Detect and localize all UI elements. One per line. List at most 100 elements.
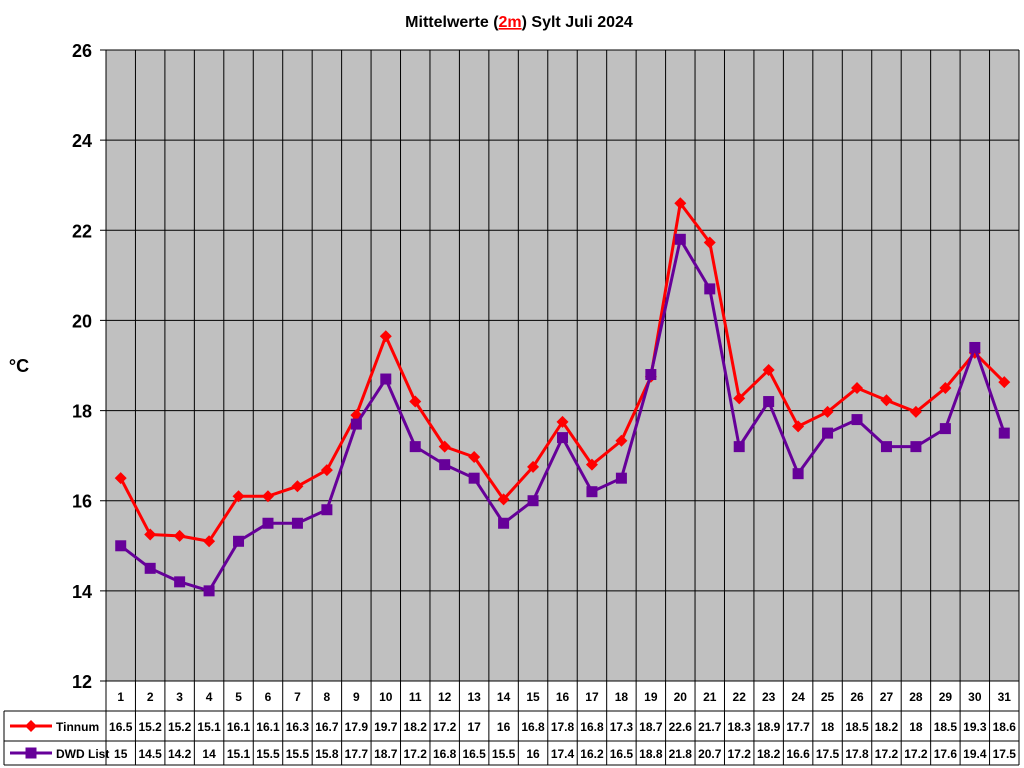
table-value: 16.5 [109,720,133,734]
table-value: 16 [497,720,511,734]
data-point-0 [114,472,127,485]
x-tick-label: 26 [850,690,864,704]
data-point-1 [822,427,834,439]
table-value: 17.9 [345,720,369,734]
x-tick-label: 25 [821,690,835,704]
data-point-1 [144,562,156,574]
data-point-1 [291,517,303,529]
legend-label-0: Tinnum [56,720,99,734]
data-point-1 [233,535,245,547]
table-value: 16.8 [433,747,457,761]
data-point-0 [851,382,864,395]
data-point-0 [615,434,628,447]
x-tick-label: 20 [674,690,688,704]
data-point-1 [615,472,627,484]
table-value: 17.5 [993,747,1017,761]
data-point-1 [468,472,480,484]
data-point-0 [497,493,510,506]
table-value: 18.2 [757,747,781,761]
x-tick-label: 30 [968,690,982,704]
data-point-1 [851,414,863,426]
table-value: 16.1 [256,720,280,734]
x-tick-label: 29 [939,690,953,704]
data-point-1 [262,517,274,529]
data-point-0 [468,450,481,463]
table-value: 18.5 [934,720,958,734]
table-value: 18.7 [639,720,663,734]
data-point-0 [527,460,540,473]
data-point-0 [438,440,451,453]
y-tick-label: 12 [72,672,92,692]
table-value: 17.2 [728,747,752,761]
data-point-0 [203,535,216,548]
data-point-0 [409,395,422,408]
table-value: 19.4 [963,747,987,761]
data-point-0 [291,480,304,493]
table-value: 16.1 [227,720,251,734]
table-value: 17.7 [786,720,810,734]
table-value: 18.9 [757,720,781,734]
data-point-1 [439,459,451,471]
table-value: 19.3 [963,720,987,734]
table-value: 22.6 [669,720,693,734]
x-tick-label: 19 [644,690,658,704]
data-point-1 [203,585,215,597]
table-value: 17.8 [551,720,575,734]
x-tick-label: 7 [294,690,301,704]
chart-title: Mittelwerte (2m) Sylt Juli 2024 [405,14,633,31]
data-point-1 [792,468,804,480]
data-point-1 [733,441,745,453]
y-tick-label: 22 [72,221,92,241]
x-tick-label: 12 [438,690,452,704]
data-point-1 [645,369,657,381]
table-value: 15.2 [168,720,192,734]
table-value: 17.2 [404,747,428,761]
table-value: 18.2 [404,720,428,734]
x-tick-label: 14 [497,690,511,704]
table-value: 17.4 [551,747,575,761]
data-point-1 [998,427,1010,439]
table-value: 17.8 [845,747,869,761]
x-tick-label: 31 [998,690,1012,704]
data-point-0 [144,528,157,541]
table-value: 21.7 [698,720,722,734]
data-point-0 [379,330,392,343]
table-value: 17.3 [610,720,634,734]
table-value: 15.2 [138,720,162,734]
table-value: 15.5 [286,747,310,761]
table-value: 17.2 [904,747,928,761]
data-point-1 [939,423,951,435]
data-point-0 [733,392,746,405]
y-tick-label: 20 [72,311,92,331]
x-tick-label: 4 [206,690,213,704]
data-point-1 [527,495,539,507]
data-point-0 [998,376,1011,389]
data-point-0 [320,464,333,477]
table-value: 16.6 [786,747,810,761]
data-point-0 [173,529,186,542]
table-value: 15.5 [256,747,280,761]
table-value: 15.1 [227,747,251,761]
data-point-1 [557,432,568,444]
legend-marker-0 [25,720,37,732]
x-tick-label: 16 [556,690,570,704]
data-point-0 [674,197,687,210]
table-value: 14.2 [168,747,192,761]
data-point-1 [350,418,362,430]
data-point-1 [674,233,686,245]
chart-title-suffix: ) Sylt Juli 2024 [522,14,633,31]
table-value: 18.8 [639,747,663,761]
data-point-1 [498,517,510,529]
table-value: 18.2 [875,720,899,734]
data-point-1 [586,486,598,498]
table-value: 18 [909,720,923,734]
data-point-0 [232,490,245,503]
table-value: 16.2 [580,747,604,761]
legend-label-1: DWD List [56,747,109,761]
data-point-1 [704,283,716,295]
data-point-1 [910,441,922,453]
data-point-1 [321,504,333,516]
table-value: 19.7 [374,720,398,734]
data-point-1 [115,540,127,552]
